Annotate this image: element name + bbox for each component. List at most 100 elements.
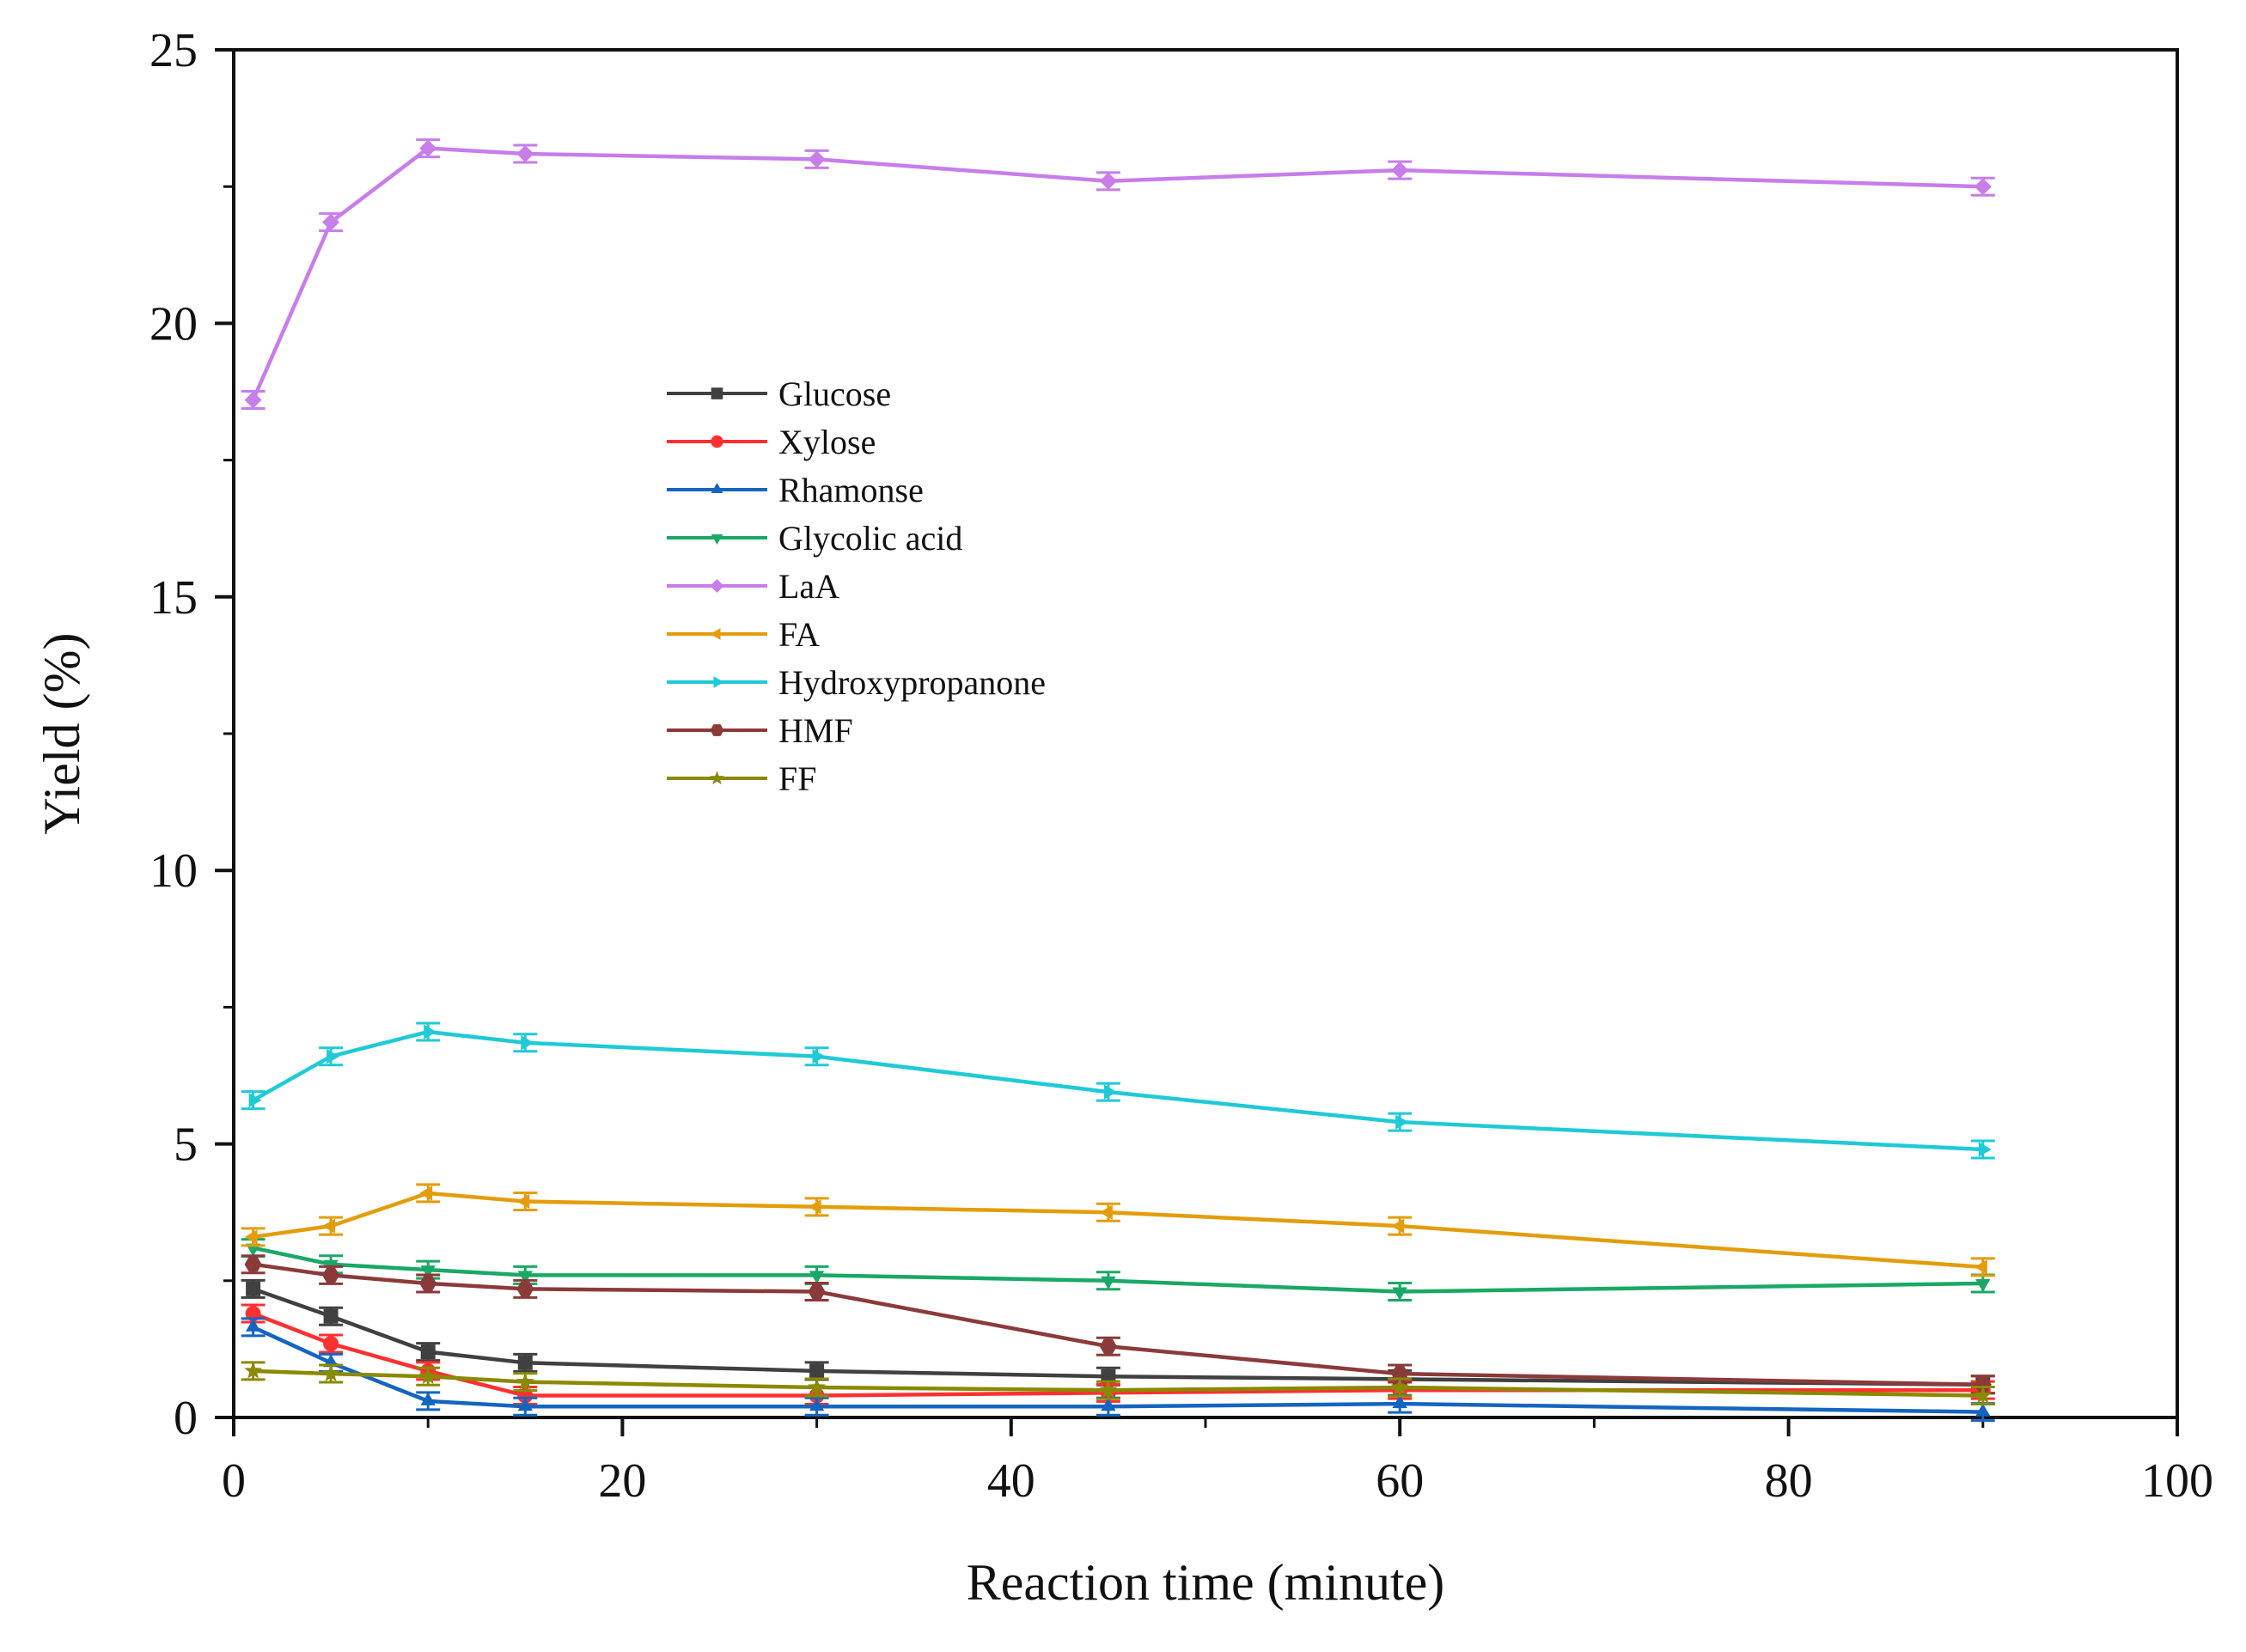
series-line-ff	[253, 1369, 1983, 1398]
plot-frame	[232, 48, 2179, 1419]
data-point-hmf	[419, 1276, 437, 1291]
data-point-glucose	[1101, 1369, 1116, 1384]
data-point-fa	[808, 1199, 821, 1215]
data-point-glucose	[809, 1363, 825, 1379]
x-tick-label: 0	[222, 1454, 246, 1508]
data-point-laa	[808, 150, 826, 168]
series-line-laa	[251, 146, 1983, 401]
x-tick-label: 40	[987, 1454, 1035, 1508]
legend-marker	[711, 534, 723, 545]
data-point-hydroxypropanone	[1395, 1114, 1409, 1130]
legend-item-rhamonse: Rhamonse	[667, 471, 924, 509]
data-point-hmf	[322, 1267, 340, 1283]
data-point-laa	[322, 213, 340, 231]
legend-label: HMF	[778, 711, 853, 750]
series-group	[241, 138, 1995, 1423]
legend-marker	[711, 435, 723, 448]
data-point-hmf	[1974, 1377, 1992, 1393]
series-hmf	[241, 1254, 1995, 1395]
x-tick-label: 20	[598, 1454, 646, 1508]
data-point-laa	[516, 145, 534, 162]
data-point-ff	[244, 1361, 263, 1379]
data-point-glucose	[517, 1355, 533, 1370]
data-point-ff	[808, 1378, 827, 1395]
data-point-ff	[516, 1372, 534, 1390]
data-point-xylose	[323, 1336, 339, 1352]
legend-marker	[711, 387, 723, 399]
data-point-hmf	[808, 1283, 826, 1300]
data-point-glycolic-acid	[1392, 1287, 1407, 1301]
legend-item-hmf: HMF	[667, 711, 853, 750]
data-point-hydroxypropanone	[248, 1093, 262, 1108]
legend-label: FF	[778, 759, 817, 798]
y-axis-title: Yield (%)	[34, 633, 90, 835]
series-line-rhamonse	[252, 1325, 1983, 1414]
data-point-glucose	[323, 1308, 339, 1324]
y-tick-label: 5	[174, 1119, 198, 1172]
legend-label: FA	[778, 615, 820, 654]
data-point-fa	[322, 1218, 336, 1234]
data-point-rhamonse	[323, 1354, 339, 1368]
legend-label: Rhamonse	[778, 471, 924, 509]
data-point-ff	[321, 1364, 340, 1381]
y-tick-label: 15	[150, 571, 198, 625]
legend: Glucose Xylose Rhamonse Glycolic acid LaA FA H…	[667, 375, 1046, 798]
data-point-rhamonse	[809, 1398, 825, 1411]
data-point-laa	[1974, 178, 1992, 196]
series-ff	[241, 1361, 1995, 1406]
data-point-rhamonse	[1392, 1395, 1407, 1409]
legend-item-glycolic-acid: Glycolic acid	[667, 519, 962, 558]
legend-marker	[710, 628, 721, 640]
data-point-laa	[244, 391, 262, 409]
legend-label: Glycolic acid	[778, 519, 962, 558]
data-point-laa	[419, 139, 437, 157]
data-point-rhamonse	[1975, 1403, 1991, 1417]
data-point-ff	[1974, 1386, 1993, 1404]
axis-ticks: 0 20 40 60 80 100 0 5 10 15 20 25	[150, 24, 2213, 1508]
data-point-hmf	[1099, 1338, 1117, 1354]
data-point-fa	[516, 1193, 530, 1210]
legend-item-glucose: Glucose	[667, 375, 891, 413]
series-line-glucose	[252, 1287, 1983, 1387]
legend-label: Hydroxypropanone	[778, 663, 1046, 702]
legend-item-ff: FF	[667, 759, 817, 798]
data-point-ff	[418, 1367, 437, 1385]
data-point-glucose	[246, 1281, 261, 1296]
data-point-hydroxypropanone	[521, 1035, 534, 1051]
legend-item-hydroxypropanone: Hydroxypropanone	[667, 663, 1046, 702]
data-point-hydroxypropanone	[327, 1049, 340, 1064]
legend-label: Xylose	[778, 423, 876, 461]
data-point-hydroxypropanone	[1978, 1142, 1992, 1157]
legend-marker	[711, 483, 723, 493]
data-point-glycolic-acid	[420, 1265, 436, 1279]
data-point-glycolic-acid	[1101, 1276, 1116, 1289]
series-line-glycolic-acid	[253, 1246, 1983, 1294]
x-tick-label: 100	[2141, 1454, 2213, 1508]
data-point-rhamonse	[517, 1398, 533, 1411]
data-point-hmf	[1391, 1366, 1409, 1381]
data-point-fa	[1974, 1259, 1987, 1275]
y-tick-label: 0	[174, 1392, 198, 1445]
data-point-ff	[1099, 1381, 1118, 1399]
legend-item-laa: LaA	[667, 567, 839, 606]
data-point-laa	[1099, 172, 1117, 190]
series-line-xylose	[252, 1311, 1983, 1398]
data-point-rhamonse	[246, 1318, 261, 1332]
data-point-hmf	[516, 1281, 534, 1296]
series-line-fa	[253, 1191, 1983, 1270]
legend-label: Glucose	[778, 375, 891, 413]
y-tick-label: 10	[150, 844, 198, 898]
legend-item-xylose: Xylose	[667, 423, 876, 461]
data-point-ff	[1390, 1378, 1409, 1395]
series-rhamonse	[241, 1317, 1995, 1423]
series-laa	[241, 138, 1995, 411]
y-tick-label: 25	[150, 24, 198, 77]
legend-marker	[710, 724, 724, 736]
data-point-rhamonse	[420, 1392, 436, 1405]
x-axis-title: Reaction time (minute)	[967, 1554, 1445, 1611]
x-tick-label: 60	[1376, 1454, 1424, 1508]
data-point-glycolic-acid	[517, 1271, 533, 1284]
legend-marker	[710, 771, 724, 785]
